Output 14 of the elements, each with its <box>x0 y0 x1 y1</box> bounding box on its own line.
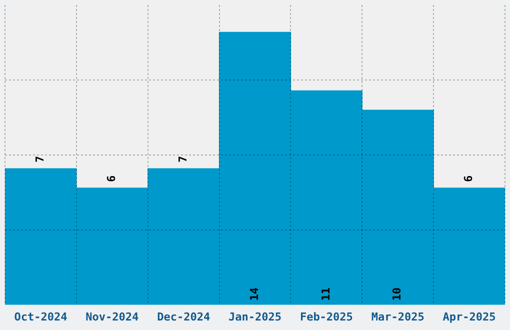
data-label: 10 <box>390 288 404 301</box>
x-tick-label: Dec-2024 <box>157 310 210 324</box>
x-tick-label: Nov-2024 <box>86 310 140 324</box>
x-tick-label: Jan-2025 <box>228 310 282 324</box>
x-tick-label: Mar-2025 <box>371 310 424 324</box>
data-label: 6 <box>105 174 118 182</box>
data-label: 7 <box>34 156 47 163</box>
data-label: 11 <box>319 287 332 301</box>
data-label: 7 <box>176 156 190 163</box>
data-label: 6 <box>462 174 476 182</box>
x-tick-label: Oct-2024 <box>14 310 68 324</box>
x-tick-label: Apr-2025 <box>442 310 496 324</box>
x-tick-label: Feb-2025 <box>300 310 353 324</box>
data-label: 14 <box>248 287 261 301</box>
